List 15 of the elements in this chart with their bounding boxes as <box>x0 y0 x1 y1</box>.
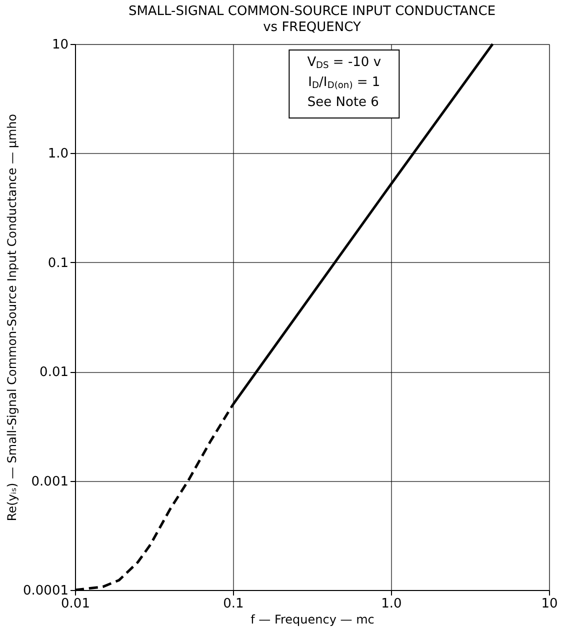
x-tick-label: 1.0 <box>381 596 402 612</box>
x-tick-label: 0.01 <box>61 596 90 612</box>
y-tick-label: 0.01 <box>40 365 68 380</box>
x-axis-title: f — Frequency — mc <box>250 612 374 626</box>
y-tick-label: 0.0001 <box>23 584 68 598</box>
x-tick-label: 0.1 <box>223 596 244 612</box>
y-tick-label: 0.1 <box>48 256 68 271</box>
y-axis-title: Re(yᵢₛ) — Small-Signal Common-Source Input Conductance — μmho <box>5 114 20 522</box>
annotation: See Note 6 <box>307 95 379 110</box>
y-tick-label: 1.0 <box>48 146 68 162</box>
x-tick-label: 10 <box>541 596 558 612</box>
y-tick-label: 0.001 <box>31 474 68 490</box>
chart-title: SMALL-SIGNAL COMMON-SOURCE INPUT CONDUCTANCE <box>128 4 496 19</box>
y-tick-label: 10 <box>52 38 68 52</box>
chart-subtitle: vs FREQUENCY <box>263 20 361 35</box>
